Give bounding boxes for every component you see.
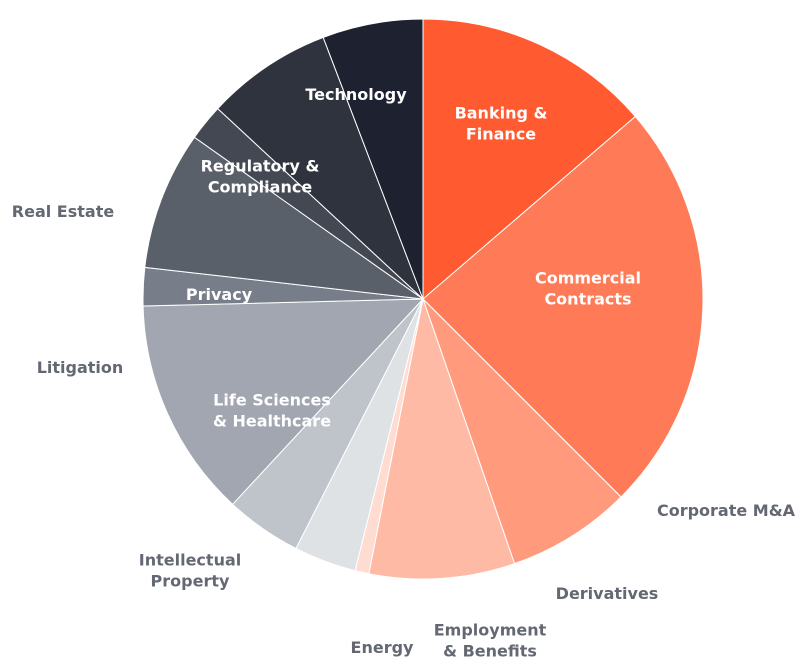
slice-label-derivatives: DerivativesDerivatives bbox=[556, 584, 659, 603]
slice-label-banking-and-finance: Banking & FinanceBanking & Finance bbox=[455, 104, 548, 144]
pie-slice-corporate-manda bbox=[422, 298, 622, 565]
pie-slice-regulatory-and-compliance bbox=[216, 36, 424, 300]
slice-label-privacy: PrivacyPrivacy bbox=[186, 285, 253, 304]
slice-label-life-sciences-and-healthcare: Life Sciences & HealthcareLife Sciences &… bbox=[213, 391, 331, 431]
slice-label-commercial-contracts: Commercial ContractsCommercial Contracts bbox=[535, 269, 641, 309]
pie-slice-banking-and-finance bbox=[422, 18, 637, 301]
pie-slice-life-sciences-and-healthcare bbox=[142, 298, 425, 506]
labels-layer: Banking & FinanceBanking & Finance Commerc… bbox=[12, 85, 796, 661]
pie-slice-privacy bbox=[144, 136, 424, 300]
slice-label-employment-and-benefits: Employment & BenefitsEmployment & Benefit… bbox=[434, 621, 547, 661]
slice-label-regulatory-and-compliance: Regulatory & ComplianceRegulatory & Compl… bbox=[201, 157, 320, 197]
slice-label-litigation: LitigationLitigation bbox=[37, 358, 124, 377]
slices-layer bbox=[142, 18, 704, 580]
pie-slice-commercial-contracts bbox=[422, 115, 704, 498]
slice-label-corporate-manda: Corporate M&ACorporate M&A bbox=[657, 501, 796, 520]
pie-slice-derivatives bbox=[368, 297, 516, 580]
slice-label-intellectual-property: Intellectual PropertyIntellectual Propert… bbox=[139, 551, 241, 591]
slice-label-energy: EnergyEnergy bbox=[351, 638, 415, 657]
pie-slice-technology bbox=[322, 18, 424, 300]
slice-label-real-estate: Real EstateReal Estate bbox=[12, 202, 115, 221]
slice-label-technology: TechnologyTechnology bbox=[305, 85, 407, 104]
